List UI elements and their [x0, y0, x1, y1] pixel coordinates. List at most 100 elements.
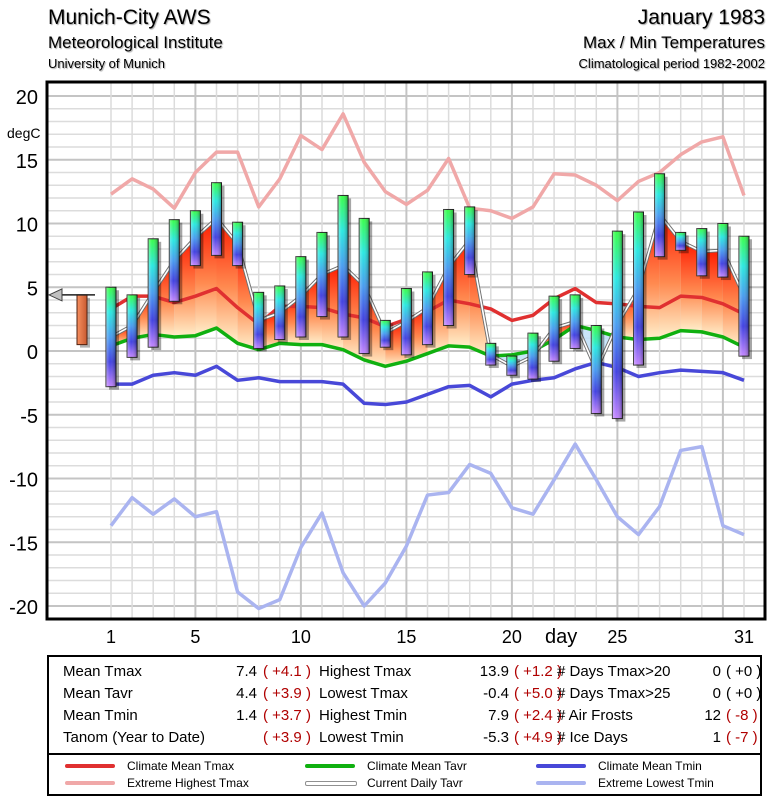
legend-swatch [65, 781, 115, 785]
y-tick-label: -15 [9, 533, 38, 555]
stat-label: Highest Tmin [319, 707, 408, 724]
stat-anomaly: ( +3.9 ) [263, 685, 311, 702]
day-bar-shine [401, 288, 412, 355]
day-bar-shine [359, 218, 370, 354]
legend-label: Extreme Lowest Tmin [598, 776, 714, 790]
legend-label: Current Daily Tavr [367, 776, 463, 790]
stat-anomaly: ( +0 ) [726, 663, 762, 680]
y-tick-label: -5 [20, 406, 38, 428]
x-tick-label: 5 [190, 627, 200, 647]
anomaly-bar [76, 294, 88, 346]
x-tick-label: 31 [734, 627, 754, 647]
x-tick-label: 25 [607, 627, 627, 647]
institute-title: Meteorological Institute [48, 33, 223, 52]
stat-anomaly: ( +1.2 ) [514, 663, 562, 680]
day-bar-shine [211, 182, 222, 256]
y-tick-label: 5 [27, 278, 38, 300]
y-axis-ticks: 20 15 10 5 0 -5 -10 -15 -20 [9, 87, 38, 619]
stat-label: Mean Tmax [63, 663, 142, 680]
stat-label: # Days Tmax>20 [557, 663, 671, 680]
legend-label: Extreme Highest Tmax [127, 776, 249, 790]
stat-value: 7.9 [488, 707, 509, 724]
legend-swatch [305, 781, 357, 786]
extreme-highest-tmax-line [109, 112, 746, 221]
stat-anomaly: ( +3.9 ) [263, 729, 311, 746]
x-tick-label: 1 [106, 627, 116, 647]
x-tick-label: 10 [291, 627, 311, 647]
stat-value: -0.4 [483, 685, 509, 702]
x-axis-ticks: 1 5 10 15 20 25 31 [106, 627, 754, 647]
day-bar-shine [169, 219, 180, 302]
day-bar-shine [232, 222, 243, 266]
stat-value: 1 [712, 729, 721, 746]
legend-label: Climate Mean Tmax [127, 759, 235, 773]
stat-label: Tanom (Year to Date) [63, 729, 206, 746]
x-tick-label: 20 [502, 627, 522, 647]
stat-anomaly: ( +5.0 ) [514, 685, 562, 702]
day-bar-shine [422, 271, 433, 345]
stat-value: 12 [704, 707, 721, 724]
day-bar-shine [633, 212, 644, 366]
day-bar-shine [190, 210, 201, 266]
stat-value: 0 [712, 685, 721, 702]
day-bar-shine [295, 256, 306, 337]
month-title: January 1983 [637, 6, 765, 29]
y-axis-label: degC [7, 125, 40, 141]
university-title: University of Munich [48, 56, 166, 71]
day-bar-shine [654, 173, 665, 257]
day-bar-shine [148, 238, 159, 348]
stat-value: 13.9 [479, 663, 509, 680]
stat-value: 7.4 [236, 663, 257, 680]
stat-anomaly: ( -7 ) [726, 729, 758, 746]
period-title: Climatological period 1982-2002 [578, 56, 765, 71]
legend-swatch [65, 764, 115, 768]
stat-label: Lowest Tmin [319, 729, 404, 746]
chart-legend: Climate Mean Tmax Extreme Highest Tmax Cli… [47, 753, 762, 796]
stat-anomaly: ( +3.7 ) [263, 707, 311, 724]
station-title: Munich-City AWS [48, 6, 211, 29]
day-bar-shine [549, 296, 560, 362]
y-tick-label: 15 [16, 151, 38, 173]
chart-subtitle: Max / Min Temperatures [582, 33, 765, 52]
day-bar-shine [485, 343, 496, 366]
day-bar-shine [127, 294, 138, 358]
stat-anomaly: ( -8 ) [726, 707, 758, 724]
extreme-lowest-tmin-line [109, 442, 745, 611]
day-bar-shine [675, 232, 686, 251]
stat-label: Lowest Tmax [319, 685, 408, 702]
plot-frame [45, 80, 767, 621]
day-bar-shine [106, 287, 116, 387]
stat-label: # Days Tmax>25 [557, 685, 671, 702]
day-bar-shine [591, 325, 602, 414]
stat-anomaly: ( +4.1 ) [263, 663, 311, 680]
stat-label: Highest Tmax [319, 663, 412, 680]
day-bar-shine [380, 320, 391, 348]
statistics-panel: Mean Tmax 7.4 ( +4.1 ) Mean Tavr 4.4 ( +3.9 )… [47, 655, 762, 758]
legend-label: Climate Mean Tmin [598, 759, 702, 773]
day-bar-shine [506, 356, 517, 376]
legend-swatch [536, 764, 586, 768]
day-bar-shine [443, 209, 454, 326]
day-bar-shine [274, 285, 285, 340]
y-tick-label: -10 [9, 470, 38, 492]
legend-swatch [305, 764, 355, 768]
stat-value: 1.4 [236, 707, 257, 724]
y-tick-label: -20 [9, 597, 38, 619]
stat-value: 0 [712, 663, 721, 680]
y-tick-label: 10 [16, 215, 38, 237]
day-bar-shine [717, 223, 728, 278]
day-bar-shine [253, 292, 264, 349]
day-bar-shine [739, 236, 749, 357]
stat-value: -5.3 [483, 729, 509, 746]
day-bar-shine [696, 228, 707, 276]
y-tick-label: 0 [27, 342, 38, 364]
day-bar-shine [317, 232, 327, 317]
x-axis-label: day [545, 626, 577, 648]
stat-label: # Air Frosts [557, 707, 633, 724]
stat-label: Mean Tavr [63, 685, 133, 702]
day-bar-shine [612, 231, 623, 419]
day-bar-shine [464, 206, 475, 275]
stat-anomaly: ( +0 ) [726, 685, 762, 702]
day-bar-shine [570, 294, 581, 349]
